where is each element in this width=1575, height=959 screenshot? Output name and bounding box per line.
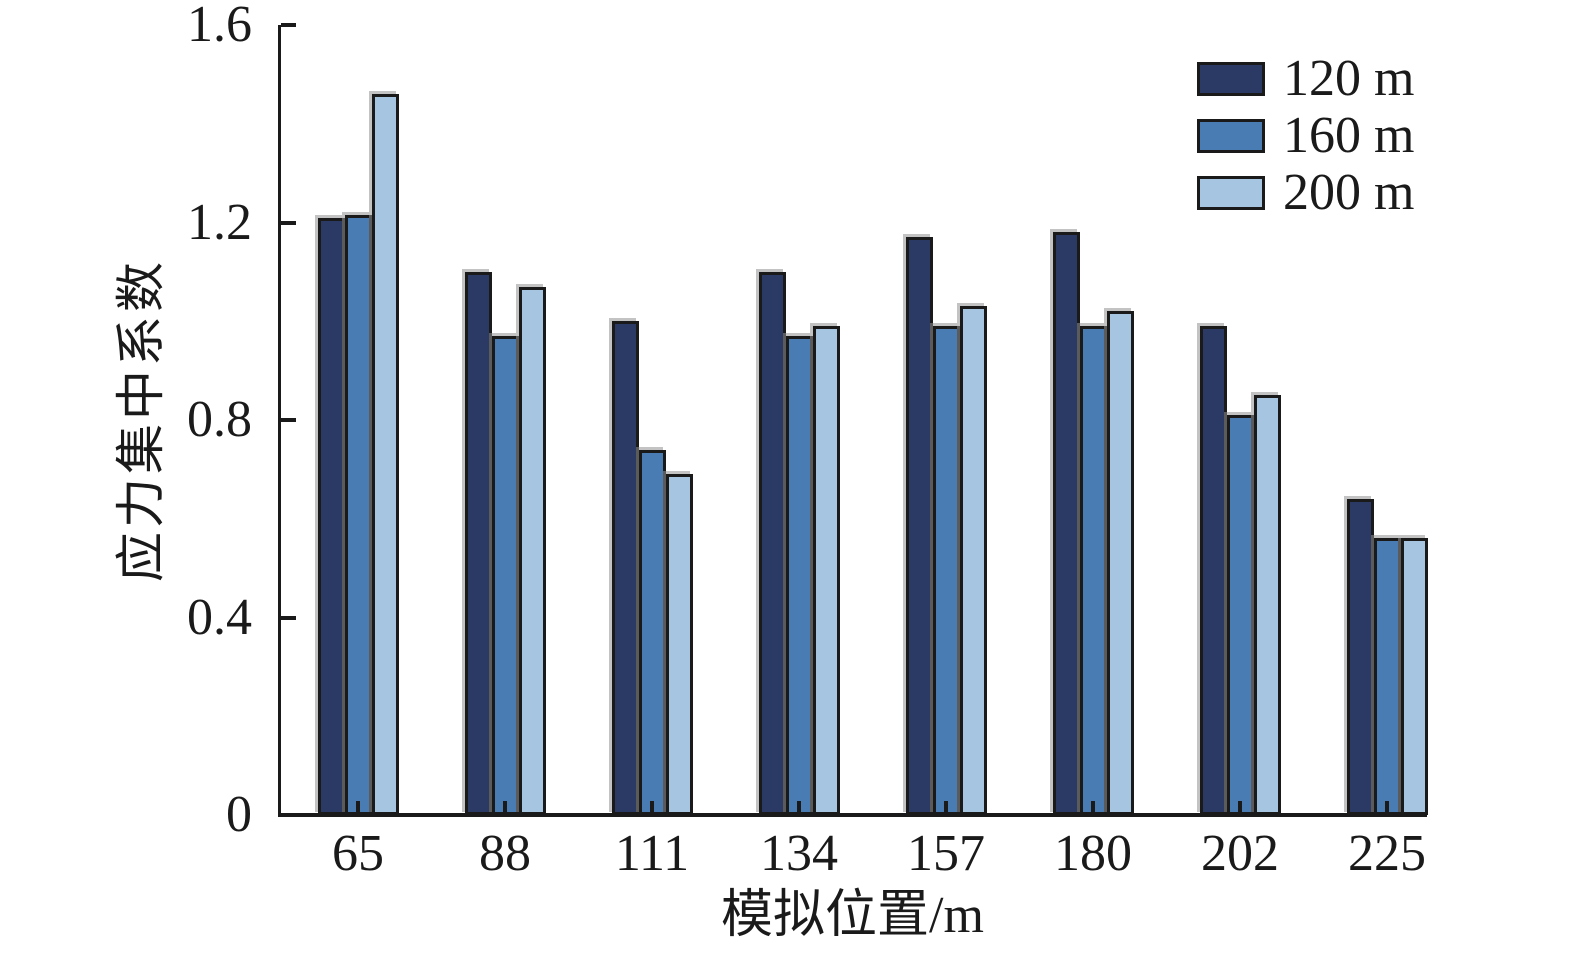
bar-160m-x225 (1373, 538, 1401, 815)
y-tick-label: 1.6 (187, 0, 252, 53)
legend-label: 120 m (1283, 50, 1415, 107)
bar-200m-x225 (1400, 538, 1428, 815)
bar-120m-x180 (1052, 232, 1080, 815)
y-tick (281, 616, 296, 620)
bar-200m-x180 (1106, 311, 1134, 815)
legend-swatch (1197, 118, 1265, 153)
bar-160m-x88 (491, 336, 519, 815)
x-tick (1385, 801, 1389, 815)
bar-120m-x111 (611, 321, 639, 815)
bar-120m-x202 (1199, 326, 1227, 815)
y-tick-label: 0.4 (187, 589, 252, 646)
y-tick-label: 1.2 (187, 194, 252, 251)
bar-160m-x157 (932, 326, 960, 815)
x-tick-label: 134 (760, 825, 838, 882)
legend-label: 200 m (1283, 164, 1415, 221)
y-tick (281, 221, 296, 225)
legend-item-120m: 120 m (1197, 50, 1414, 107)
bar-120m-x88 (464, 272, 492, 815)
x-tick-label: 111 (614, 825, 690, 882)
x-tick (944, 801, 948, 815)
x-tick-label: 88 (479, 825, 531, 882)
bar-160m-x180 (1079, 326, 1107, 815)
x-tick-label: 65 (332, 825, 384, 882)
x-tick-label: 180 (1054, 825, 1132, 882)
bar-120m-x134 (758, 272, 786, 815)
x-tick (1238, 801, 1242, 815)
y-tick (281, 418, 296, 422)
bar-120m-x157 (905, 237, 933, 815)
bar-200m-x111 (665, 474, 693, 815)
x-tick (650, 801, 654, 815)
y-tick-label: 0 (226, 786, 252, 843)
y-tick-label: 0.8 (187, 391, 252, 448)
bar-160m-x65 (344, 215, 372, 815)
x-axis-line (278, 813, 1427, 817)
bar-120m-x225 (1346, 499, 1374, 815)
y-tick (281, 813, 296, 817)
x-tick (503, 801, 507, 815)
bar-200m-x202 (1253, 395, 1281, 815)
bar-120m-x65 (317, 218, 345, 815)
legend-label: 160 m (1283, 107, 1415, 164)
x-tick-label: 202 (1201, 825, 1279, 882)
x-tick (797, 801, 801, 815)
bar-160m-x134 (785, 336, 813, 815)
x-tick-label: 157 (907, 825, 985, 882)
bar-200m-x134 (812, 326, 840, 815)
legend-swatch (1197, 175, 1265, 210)
bar-200m-x157 (959, 306, 987, 815)
bar-200m-x65 (371, 94, 399, 815)
x-axis-title: 模拟位置/m (721, 887, 984, 944)
legend-swatch (1197, 61, 1265, 96)
y-axis-line (278, 25, 281, 816)
bar-160m-x111 (638, 450, 666, 815)
x-tick (356, 801, 360, 815)
x-tick-label: 225 (1348, 825, 1426, 882)
legend-item-160m: 160 m (1197, 107, 1414, 164)
y-tick (281, 23, 296, 27)
legend: 120 m 160 m 200 m (1197, 50, 1414, 221)
bar-200m-x88 (518, 287, 546, 815)
legend-item-200m: 200 m (1197, 164, 1414, 221)
bar-160m-x202 (1226, 415, 1254, 815)
x-tick (1091, 801, 1095, 815)
